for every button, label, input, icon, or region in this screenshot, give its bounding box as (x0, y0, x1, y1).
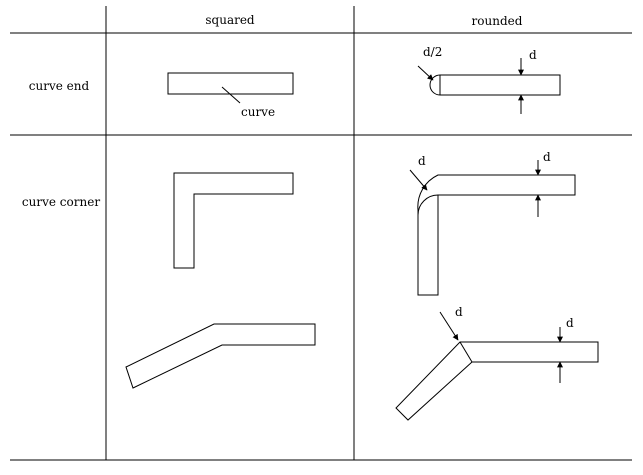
row-label-curve-corner: curve corner (22, 195, 100, 209)
curve-label: curve (241, 105, 275, 119)
rounded-corner-stroke (417, 174, 576, 296)
oblique-d-label: d (455, 305, 463, 319)
rounded-oblique-d-arrow (439, 311, 459, 341)
table-grid (10, 6, 632, 461)
row-label-curve-end: curve end (29, 79, 90, 93)
corner-width-label: d (543, 150, 551, 164)
rounded-end-half-width-arrow (417, 65, 434, 81)
squared-curve-end-stroke (167, 72, 294, 104)
rounded-oblique-corner-stroke (395, 341, 599, 421)
rounded-corner-d-arrow (409, 169, 428, 191)
rounded-curve-end-stroke (429, 74, 561, 96)
curve-leader-line (221, 86, 241, 104)
squared-corner-stroke (173, 172, 294, 269)
column-header-squared: squared (205, 13, 255, 27)
corner-d-label: d (418, 154, 426, 168)
squared-oblique-corner-stroke (125, 323, 316, 389)
column-header-rounded: rounded (472, 14, 523, 28)
half-width-label: d/2 (423, 45, 442, 59)
end-width-label: d (529, 48, 537, 62)
oblique-width-label: d (566, 316, 574, 330)
